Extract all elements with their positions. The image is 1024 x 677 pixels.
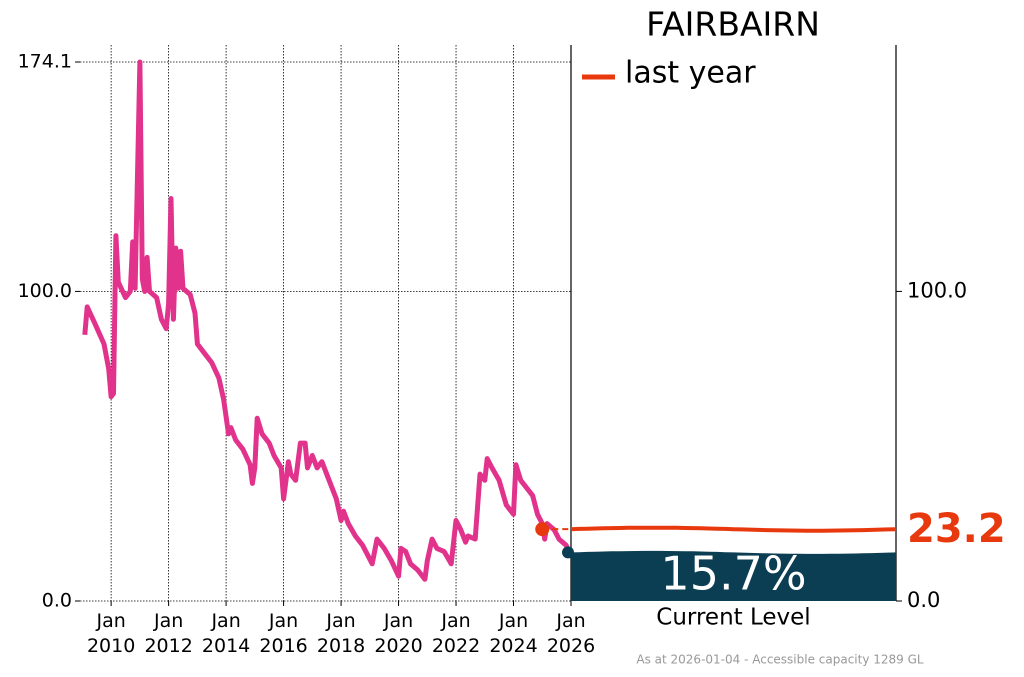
series-line (82, 59, 571, 582)
current-level-area (571, 550, 896, 601)
last-year-dot (535, 522, 550, 537)
x-tick-label: Jan 2024 (489, 610, 537, 657)
y2-tick-label: 100.0 (907, 278, 967, 302)
x-tick-label: Jan 2012 (144, 610, 192, 657)
current-level-label: 15.7% (660, 547, 806, 601)
y2-tick-label: 0.0 (907, 588, 940, 612)
footnote: As at 2026-01-04 - Accessible capacity 1… (636, 653, 924, 667)
current-level-dot (562, 546, 574, 559)
current-level-caption: Current Level (656, 605, 810, 631)
x-tick-label: Jan 2020 (374, 610, 422, 657)
x-tick-label: Jan 2014 (202, 610, 250, 657)
y-tick-label: 0.0 (42, 590, 72, 612)
x-tick-label: Jan 2026 (547, 610, 595, 657)
x-tick-label: Jan 2010 (87, 610, 135, 657)
x-tick-label: Jan 2022 (432, 610, 480, 657)
chart-title: FAIRBAIRN (646, 5, 820, 44)
last-year-value: 23.2 (907, 506, 1006, 552)
y-tick-label: 174.1 (18, 51, 72, 73)
x-tick-label: Jan 2018 (317, 610, 365, 657)
legend-label: last year (625, 56, 756, 91)
last-year-line (570, 525, 897, 533)
y-tick-label: 100.0 (18, 280, 72, 302)
x-tick-label: Jan 2016 (259, 610, 307, 657)
